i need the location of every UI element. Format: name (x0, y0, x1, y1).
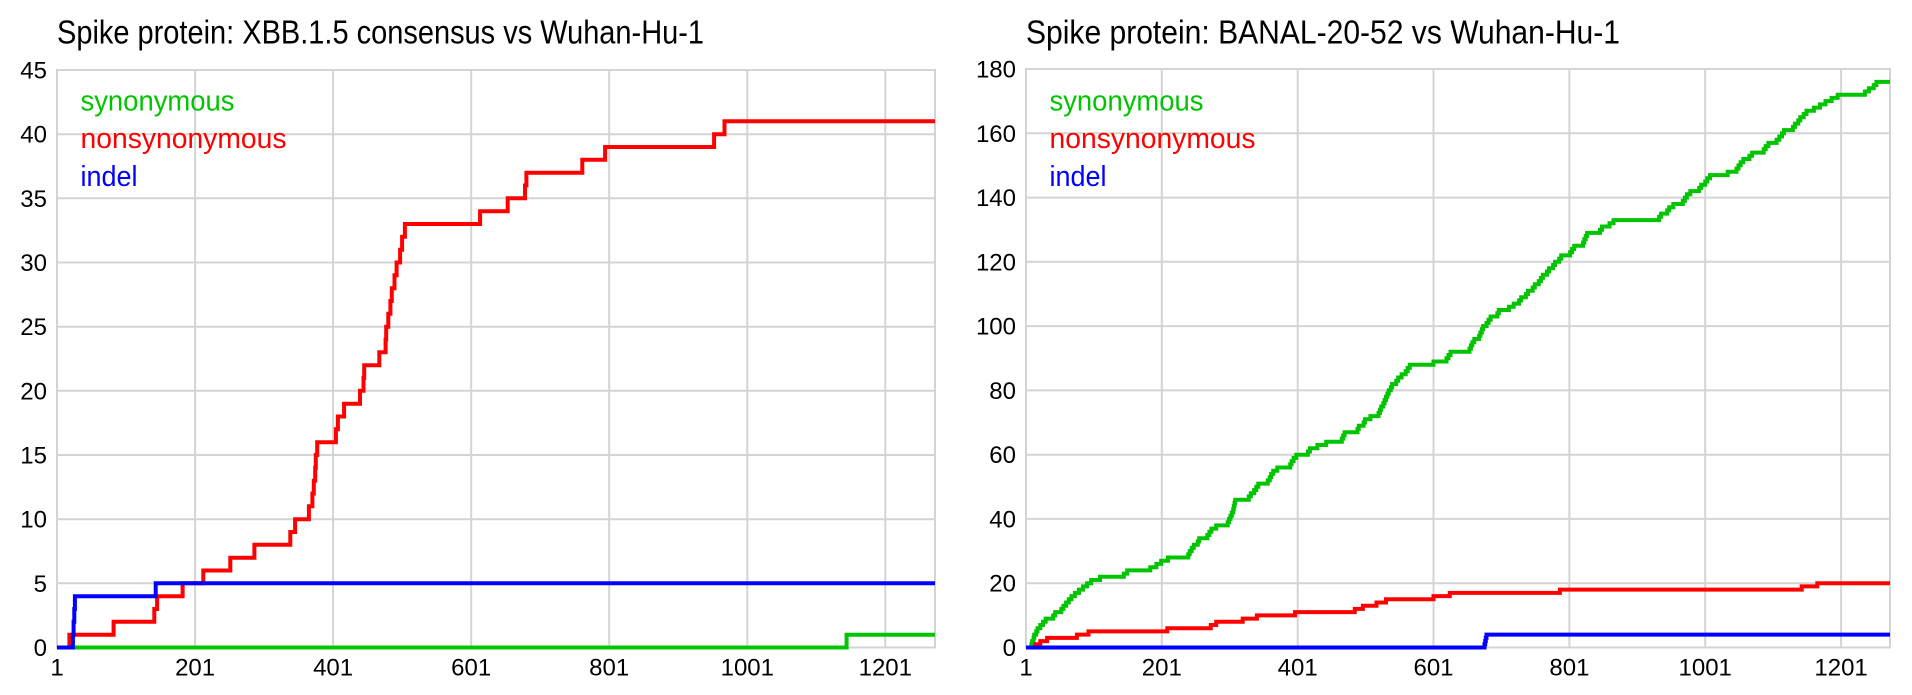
svg-text:601: 601 (1413, 655, 1453, 682)
svg-text:801: 801 (1549, 655, 1589, 682)
svg-text:1: 1 (50, 655, 63, 682)
svg-text:30: 30 (20, 250, 47, 277)
svg-text:1: 1 (1019, 655, 1032, 682)
svg-text:indel: indel (1050, 161, 1107, 193)
svg-text:1201: 1201 (859, 655, 912, 682)
svg-text:401: 401 (1278, 655, 1318, 682)
svg-text:nonsynonymous: nonsynonymous (81, 123, 287, 155)
svg-text:indel: indel (81, 161, 138, 193)
svg-text:5: 5 (34, 571, 47, 598)
svg-text:201: 201 (1142, 655, 1182, 682)
svg-text:20: 20 (20, 378, 47, 405)
svg-text:1001: 1001 (721, 655, 774, 682)
svg-text:801: 801 (589, 655, 629, 682)
svg-text:nonsynonymous: nonsynonymous (1050, 123, 1256, 155)
svg-text:synonymous: synonymous (1050, 86, 1204, 118)
svg-text:100: 100 (976, 314, 1016, 341)
svg-text:180: 180 (976, 57, 1016, 84)
svg-text:10: 10 (20, 507, 47, 534)
svg-text:1201: 1201 (1814, 655, 1867, 682)
svg-text:0: 0 (1003, 635, 1016, 662)
svg-text:60: 60 (989, 442, 1016, 469)
svg-text:45: 45 (20, 58, 47, 85)
svg-text:0: 0 (34, 635, 47, 662)
svg-text:140: 140 (976, 185, 1016, 212)
svg-text:synonymous: synonymous (81, 86, 235, 118)
svg-text:Spike protein: XBB.1.5 consens: Spike protein: XBB.1.5 consensus vs Wuha… (57, 14, 704, 51)
svg-text:601: 601 (451, 655, 491, 682)
svg-text:120: 120 (976, 249, 1016, 276)
svg-text:25: 25 (20, 314, 47, 341)
svg-text:401: 401 (313, 655, 353, 682)
svg-text:201: 201 (175, 655, 215, 682)
svg-text:15: 15 (20, 443, 47, 470)
svg-text:40: 40 (20, 122, 47, 149)
svg-text:1001: 1001 (1679, 655, 1732, 682)
svg-text:20: 20 (989, 571, 1016, 598)
svg-text:35: 35 (20, 186, 47, 213)
svg-text:80: 80 (989, 378, 1016, 405)
svg-text:Spike protein: BANAL-20-52 vs: Spike protein: BANAL-20-52 vs Wuhan-Hu-1 (1026, 14, 1620, 51)
svg-text:160: 160 (976, 121, 1016, 148)
svg-text:40: 40 (989, 506, 1016, 533)
